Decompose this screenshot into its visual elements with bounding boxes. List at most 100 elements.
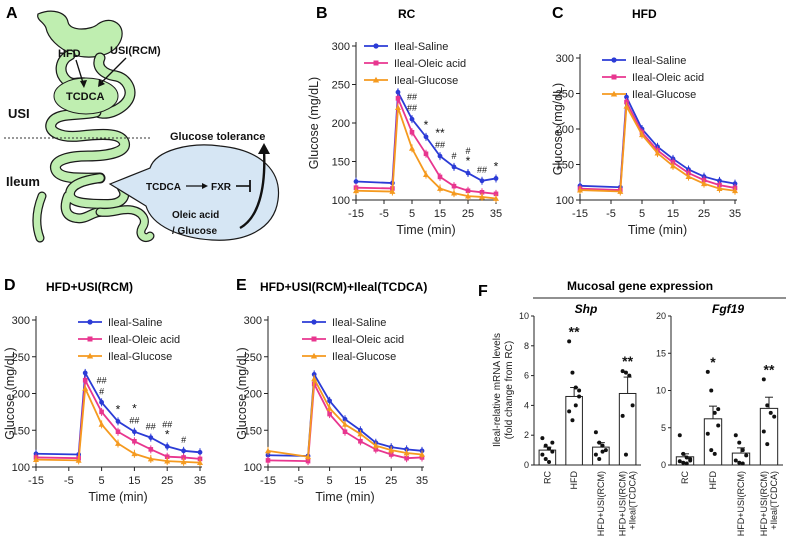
x-axis-label: Time (min): [396, 223, 455, 237]
data-point: [624, 94, 629, 100]
dot-point: [737, 460, 742, 465]
data-point: [148, 435, 154, 440]
dot-point: [681, 451, 686, 456]
legend-marker: [611, 57, 617, 63]
data-point: [493, 176, 499, 181]
data-point: [639, 131, 645, 138]
data-point: [701, 180, 707, 187]
fxr-bubble: [108, 144, 280, 241]
legend-marker: [310, 352, 318, 359]
x-axis-label: Time (min): [315, 490, 374, 504]
dot-point: [620, 413, 625, 418]
legend-marker: [373, 43, 379, 49]
panel-letter-c: C: [552, 5, 564, 22]
data-point: [82, 377, 88, 383]
significance-label: ##: [407, 103, 417, 113]
data-point: [164, 458, 171, 464]
legend-marker: [611, 74, 617, 80]
data-point: [197, 459, 203, 465]
data-point: [493, 191, 499, 197]
data-point: [409, 129, 415, 135]
gene-label: Fgf19: [712, 302, 744, 316]
x-tick-label: 25: [462, 208, 474, 220]
data-point: [358, 438, 363, 444]
significance-label: *: [424, 118, 429, 132]
x-tick-label: 15: [667, 208, 679, 220]
legend-marker: [311, 319, 317, 325]
dot-point: [567, 339, 572, 344]
data-point: [265, 447, 271, 454]
dot-point: [540, 452, 545, 457]
x-tick-label: 35: [729, 208, 741, 220]
dot-point: [570, 370, 575, 375]
legend-label: Ileal-Oleic acid: [108, 334, 180, 346]
tcdca-region: [53, 77, 119, 115]
dot-point: [705, 369, 710, 374]
data-point: [148, 447, 154, 452]
dot-point: [772, 414, 777, 419]
x-axis-label: Time (min): [88, 490, 147, 504]
dot-point: [600, 443, 605, 448]
y-tick-label: 250: [556, 89, 574, 101]
significance-label: #: [99, 386, 104, 396]
x-tick-label: 25: [161, 475, 173, 487]
y-tick-label: 300: [332, 41, 350, 53]
dot-point: [761, 429, 766, 434]
y-tick-label: 200: [244, 389, 262, 401]
data-point: [451, 190, 457, 196]
x-tick-label: 35: [194, 475, 206, 487]
data-point: [82, 385, 89, 391]
chart-title: HFD: [632, 7, 657, 21]
x-tick-label: -5: [294, 475, 304, 487]
chart-e-hfd-usi-tcdca: HFD+USI(RCM)+Ileal(TCDCA) 100 150 200 250 300…: [235, 280, 428, 504]
data-point: [99, 399, 104, 405]
x-tick-label: 15: [128, 475, 140, 487]
dot-point: [684, 455, 689, 460]
dot-point: [577, 388, 582, 393]
dot-point: [684, 461, 689, 466]
legend-label: Ileal-Glucose: [332, 351, 396, 363]
legend-marker: [311, 336, 317, 342]
y-axis-label: Glucose (mg/dL): [551, 83, 565, 175]
data-point: [732, 181, 738, 187]
data-point: [131, 450, 138, 457]
tcdca-bubble-label: TCDCA: [146, 182, 181, 193]
data-point: [423, 134, 429, 140]
x-tick-label: -15: [572, 208, 588, 220]
data-point: [404, 455, 409, 461]
category-label: HFD: [569, 471, 579, 490]
tcdca-fxr-arrow-head: [202, 183, 208, 189]
data-point: [99, 409, 104, 415]
dot-point: [543, 443, 548, 448]
data-point: [623, 103, 630, 109]
usi-arrow-head: [98, 79, 105, 87]
dot-point: [681, 460, 686, 465]
y-tick-label: 300: [244, 315, 262, 327]
data-point: [451, 183, 457, 189]
dot-point: [709, 388, 714, 393]
significance-label: ##: [97, 375, 107, 385]
dot-point: [677, 459, 682, 464]
y-axis-label: Glucose (mg/dL): [307, 77, 321, 169]
y-tick-label: 10: [656, 386, 666, 396]
data-point: [180, 458, 187, 465]
x-tick-label: -15: [348, 208, 364, 220]
dot-point: [597, 440, 602, 445]
panel-letter-a: A: [6, 5, 18, 22]
significance-label: **: [435, 126, 445, 140]
y-tick-label: 100: [12, 462, 30, 474]
y-tick-label: 200: [332, 118, 350, 130]
jejunum-shape: [45, 106, 130, 184]
significance-label: *: [165, 427, 170, 441]
dot-point: [712, 410, 717, 415]
chart-title: Mucosal gene expression: [567, 279, 713, 293]
data-point: [409, 116, 415, 122]
significance-label: *: [116, 402, 121, 416]
panel-letter-e: E: [236, 277, 247, 294]
y-tick-label: 300: [12, 315, 30, 327]
fxr-label: FXR: [211, 182, 232, 193]
y-tick-label: 250: [244, 352, 262, 364]
dot-point: [550, 440, 555, 445]
data-point: [670, 162, 676, 169]
dot-point: [623, 452, 628, 457]
